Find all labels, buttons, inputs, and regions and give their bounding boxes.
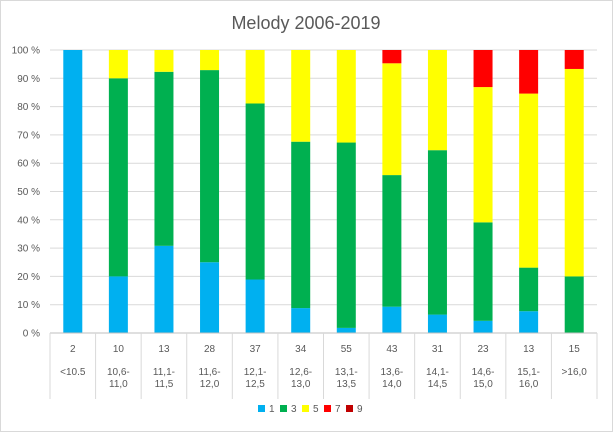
bar-segment-1: [473, 320, 493, 333]
bar-segment-1: [154, 245, 174, 333]
bar-segment-3: [154, 71, 174, 246]
count-label: 34: [295, 344, 307, 355]
legend-label: 7: [335, 404, 341, 415]
legend-label: 3: [291, 404, 297, 415]
bar-segment-3: [336, 142, 356, 328]
bar-segment-1: [336, 327, 356, 333]
bar-segment-3: [519, 267, 539, 312]
bar-segment-1: [427, 314, 447, 333]
y-tick-label: 80 %: [17, 102, 40, 113]
count-label: 13: [158, 344, 170, 355]
legend-label: 1: [269, 404, 275, 415]
legend-swatch-3: [280, 405, 287, 412]
bar-segment-5: [336, 50, 356, 143]
bar-segment-5: [473, 87, 493, 223]
y-tick-label: 70 %: [17, 130, 40, 141]
y-tick-label: 30 %: [17, 244, 40, 255]
bar-segment-7: [564, 50, 584, 69]
count-label: 23: [477, 344, 489, 355]
category-label-cont: 13,5: [337, 379, 357, 390]
category-label: 11,6-: [199, 367, 221, 378]
bar-segment-1: [291, 308, 311, 333]
y-tick-label: 50 %: [17, 187, 40, 198]
category-label-cont: 11,0: [109, 379, 128, 390]
legend-label: 5: [313, 404, 319, 415]
bar-segment-7: [519, 50, 539, 94]
bar-segment-5: [200, 50, 220, 71]
bar-segment-7: [382, 50, 402, 64]
y-tick-label: 40 %: [17, 215, 40, 226]
legend-swatch-7: [324, 405, 331, 412]
category-label: 13,6-: [380, 367, 403, 378]
bar-segment-5: [154, 50, 174, 72]
y-tick-label: 100 %: [12, 46, 40, 57]
category-label: 12,6-: [289, 367, 312, 378]
bar-segment-5: [564, 68, 584, 277]
y-axis-labels: 0 % 10 % 20 % 30 % 40 % 50 % 60 % 70 % 80 % 90 % 1…: [12, 46, 40, 340]
category-label-cont: 16,0: [519, 379, 539, 390]
bar-segment-1: [519, 311, 539, 333]
bar-segment-3: [108, 78, 128, 277]
y-tick-label: 60 %: [17, 159, 40, 170]
bar-segment-1: [63, 50, 83, 333]
bar-segment-1: [108, 276, 128, 333]
bar-segment-5: [108, 50, 128, 79]
y-tick-label: 90 %: [17, 74, 40, 85]
bar-segment-1: [382, 306, 402, 333]
bar-segment-1: [200, 262, 220, 333]
y-tick-label: 20 %: [17, 272, 40, 283]
bar-segment-3: [427, 150, 447, 315]
category-label: 14,6-: [472, 367, 495, 378]
bar-segment-5: [519, 93, 539, 268]
category-label-cont: 15,0: [473, 379, 493, 390]
category-label-cont: 14,5: [428, 379, 448, 390]
category-label: 10,6-: [107, 367, 130, 378]
count-label: 10: [113, 344, 125, 355]
legend-swatch-5: [302, 405, 309, 412]
legend-label: 9: [357, 404, 363, 415]
count-label: 43: [386, 344, 398, 355]
category-label-cont: 12,0: [200, 379, 220, 390]
count-label: 2: [70, 344, 76, 355]
category-label: >16,0: [562, 367, 588, 378]
category-label-cont: 14,0: [382, 379, 402, 390]
bar-segment-3: [291, 141, 311, 309]
legend-swatch-9: [346, 405, 353, 412]
bar-segment-5: [245, 50, 265, 104]
category-label-cont: 13,0: [291, 379, 311, 390]
category-label: 13,1-: [335, 367, 358, 378]
count-label: 31: [432, 344, 444, 355]
y-tick-label: 0 %: [23, 329, 40, 340]
category-label: 12,1-: [244, 367, 267, 378]
gridlines: [50, 49, 597, 334]
bar-segment-7: [473, 50, 493, 88]
bar-segment-3: [564, 276, 584, 333]
category-label-cont: 12,5: [245, 379, 265, 390]
category-label-cont: 11,5: [155, 379, 174, 390]
count-label: 28: [204, 344, 216, 355]
bar-segment-5: [427, 50, 447, 151]
category-label: 11,1-: [153, 367, 175, 378]
count-label: 55: [341, 344, 353, 355]
bar-segment-5: [382, 63, 402, 176]
legend: 1 3 5 7 9: [258, 404, 363, 415]
count-label: 13: [523, 344, 535, 355]
count-label: 15: [569, 344, 581, 355]
bar-segment-3: [382, 175, 402, 307]
bar-segment-3: [200, 70, 220, 263]
bar-segment-3: [245, 103, 265, 280]
category-label: <10.5: [60, 367, 86, 378]
legend-swatch-1: [258, 405, 265, 412]
bar-segment-1: [245, 279, 265, 333]
category-table: 2 <10.5 10 10,6-11,0 13 11,1-11,5 28 11,6-12,0 3…: [49, 332, 598, 399]
y-tick-label: 10 %: [17, 300, 40, 311]
category-label: 15,1-: [517, 367, 540, 378]
bar-segment-5: [291, 50, 311, 142]
bar-segment-3: [473, 222, 493, 321]
count-label: 37: [250, 344, 262, 355]
chart-title: Melody 2006-2019: [231, 13, 380, 33]
bars: [63, 50, 584, 333]
category-label: 14,1-: [426, 367, 449, 378]
